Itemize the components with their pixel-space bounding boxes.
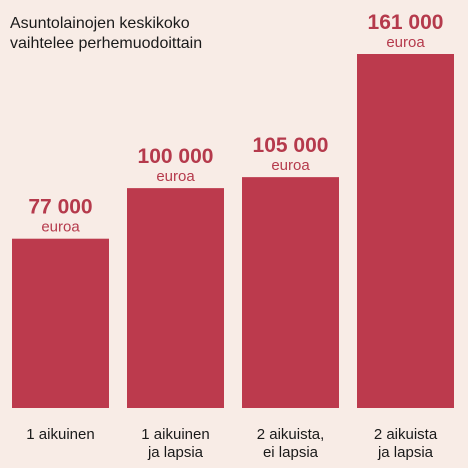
bar-unit-label-1: euroa — [41, 219, 80, 236]
bar-value-label-3: 105 000 — [253, 134, 329, 157]
category-label-2-line-2: ja lapsia — [147, 444, 204, 461]
bar-value-label-4: 161 000 — [368, 11, 444, 34]
bar-value-label-2: 100 000 — [138, 145, 214, 168]
bar-unit-label-3: euroa — [271, 157, 310, 174]
category-label-2-line-1: 1 aikuinen — [141, 426, 209, 443]
category-label-4-line-1: 2 aikuista — [374, 426, 438, 443]
bar-1 — [12, 238, 109, 408]
bar-value-label-1: 77 000 — [28, 196, 92, 219]
category-label-3-line-2: ei lapsia — [263, 444, 319, 461]
bar-2 — [127, 188, 224, 408]
chart-title-line-2: vaihtelee perhemuodoittain — [10, 35, 202, 52]
bar-unit-label-4: euroa — [386, 34, 425, 51]
category-label-4-line-2: ja lapsia — [377, 444, 434, 461]
bar-unit-label-2: euroa — [156, 168, 195, 185]
category-label-1-line-1: 1 aikuinen — [26, 426, 94, 443]
chart-title-line-1: Asuntolainojen keskikoko — [10, 15, 190, 32]
bar-3 — [242, 177, 339, 408]
bar-4 — [357, 54, 454, 408]
category-label-3-line-1: 2 aikuista, — [257, 426, 325, 443]
